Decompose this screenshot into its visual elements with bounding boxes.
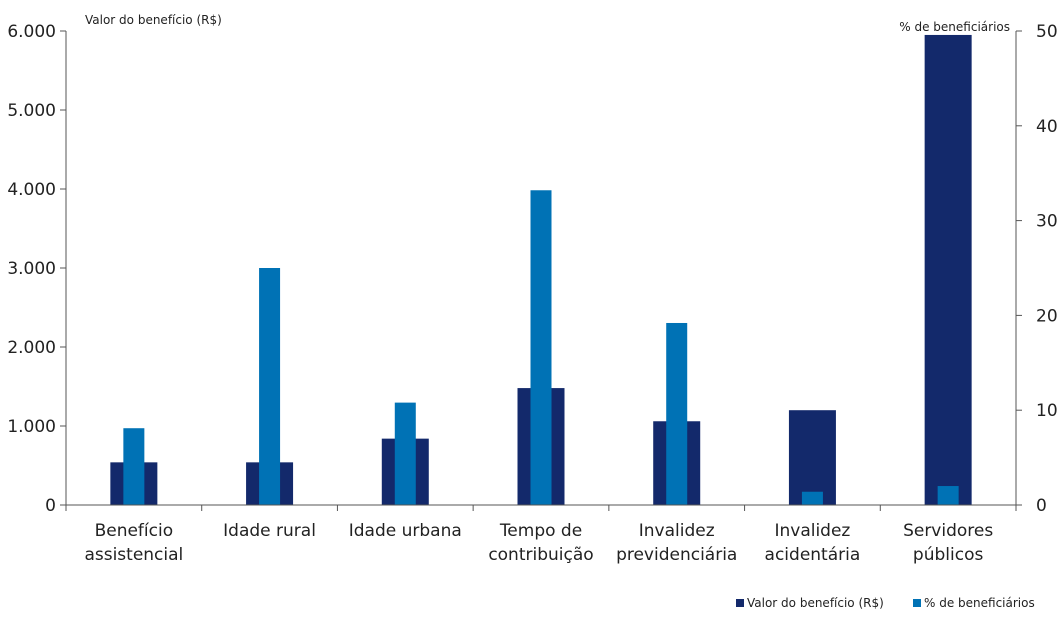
y-right-tick-label: 10 <box>1036 401 1058 421</box>
y-right-tick-label: 40 <box>1036 117 1058 137</box>
bars-group <box>110 34 972 505</box>
legend: Valor do benefício (R$) % de beneficiári… <box>736 596 1035 610</box>
y-left-tick-label: 3.000 <box>7 259 56 279</box>
x-category-label: Idade urbana <box>349 521 462 541</box>
x-category-label: Servidores públicos <box>903 521 993 565</box>
legend-label-value: Valor do benefício (R$) <box>747 596 884 610</box>
x-category-label: Idade rural <box>223 521 316 541</box>
y-left-axis-title: Valor do benefício (R$) <box>85 13 222 27</box>
bar-percent-1 <box>259 268 281 505</box>
x-category-label: Invalidez previdenciária <box>616 521 737 565</box>
x-category-label: Tempo de contribuição <box>488 521 593 565</box>
legend-label-percent: % de beneficiários <box>924 596 1035 610</box>
y-right-ticks: 0 10 20 30 40 50 <box>1016 22 1058 516</box>
legend-swatch-value <box>736 599 744 607</box>
y-right-tick-label: 50 <box>1036 22 1058 42</box>
bar-percent-3 <box>530 190 552 505</box>
bar-percent-6 <box>937 486 959 505</box>
x-category-labels: Benefício assistencial Idade rural Idade ur… <box>84 521 993 565</box>
y-left-tick-label: 2.000 <box>7 338 56 358</box>
y-left-tick-label: 1.000 <box>7 417 56 437</box>
y-left-tick-label: 0 <box>45 496 56 516</box>
legend-swatch-percent <box>913 599 921 607</box>
bar-percent-0 <box>123 428 145 505</box>
bar-percent-5 <box>801 491 823 505</box>
y-right-tick-label: 20 <box>1036 306 1058 326</box>
bar-percent-2 <box>394 402 416 505</box>
bar-value-6 <box>924 34 972 505</box>
y-right-tick-label: 0 <box>1036 496 1047 516</box>
y-left-tick-label: 6.000 <box>7 22 56 42</box>
x-category-label: Benefício assistencial <box>84 521 183 565</box>
bar-percent-4 <box>666 322 688 505</box>
y-right-tick-label: 30 <box>1036 212 1058 232</box>
y-left-tick-label: 5.000 <box>7 101 56 121</box>
bar-value-5 <box>788 410 836 505</box>
y-left-ticks: 0 1.000 2.000 3.000 4.000 5.000 6.000 <box>7 22 66 516</box>
y-right-axis-title: % de beneficiários <box>899 20 1010 34</box>
y-left-tick-label: 4.000 <box>7 180 56 200</box>
x-category-label: Invalidez acidentária <box>765 521 861 565</box>
